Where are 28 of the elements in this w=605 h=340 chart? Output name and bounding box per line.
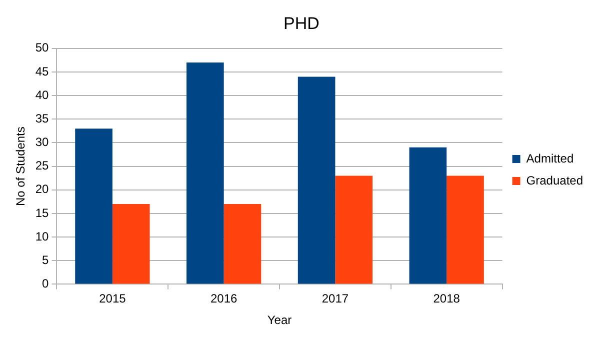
y-tick-label: 45	[35, 64, 50, 78]
x-tick-label: 2018	[433, 292, 460, 306]
bar	[186, 62, 224, 284]
y-tick-label: 20	[35, 182, 50, 196]
bar	[298, 76, 336, 284]
y-tick-label: 35	[35, 111, 50, 126]
x-tick-label: 2017	[322, 292, 349, 306]
bar	[224, 204, 262, 284]
bar	[409, 147, 447, 284]
y-tick-label: 0	[42, 276, 50, 291]
x-axis-title: Year	[267, 313, 292, 328]
y-tick-label: 40	[35, 88, 50, 102]
y-axis-title: No of Students	[14, 126, 28, 206]
chart-title: PHD	[284, 14, 320, 33]
x-tick-label: 2016	[210, 292, 238, 306]
bar	[335, 176, 373, 284]
bar	[446, 176, 484, 284]
x-tick-label: 2015	[99, 292, 126, 306]
legend-label: Graduated	[526, 173, 584, 188]
y-tick-label: 25	[35, 158, 50, 173]
y-tick-label: 10	[35, 229, 50, 244]
y-tick-label: 50	[35, 40, 50, 55]
y-tick-label: 30	[35, 135, 50, 150]
y-tick-label: 15	[35, 206, 50, 220]
bar	[112, 204, 150, 284]
legend-label: Admitted	[526, 151, 574, 166]
y-tick-label: 5	[42, 252, 50, 267]
bar	[75, 128, 112, 284]
